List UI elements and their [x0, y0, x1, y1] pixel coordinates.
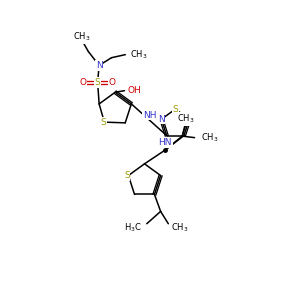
Text: CH$_3$: CH$_3$: [171, 221, 189, 234]
Text: CH$_3$: CH$_3$: [130, 48, 148, 61]
Text: O: O: [109, 78, 116, 87]
Text: S: S: [124, 171, 130, 180]
Text: CH$_3$: CH$_3$: [176, 113, 194, 125]
Text: S: S: [95, 78, 100, 87]
Text: S: S: [101, 118, 106, 127]
Text: O: O: [80, 78, 86, 87]
Text: H$_3$C: H$_3$C: [124, 221, 142, 234]
Text: N: N: [186, 115, 193, 124]
Text: S: S: [172, 105, 178, 114]
Text: OH: OH: [128, 86, 141, 95]
Text: HN: HN: [159, 138, 172, 147]
Text: N: N: [158, 115, 165, 124]
Text: N: N: [96, 61, 103, 70]
Text: CH$_3$: CH$_3$: [201, 131, 218, 144]
Text: CH$_3$: CH$_3$: [74, 31, 91, 43]
Text: NH: NH: [143, 111, 157, 120]
